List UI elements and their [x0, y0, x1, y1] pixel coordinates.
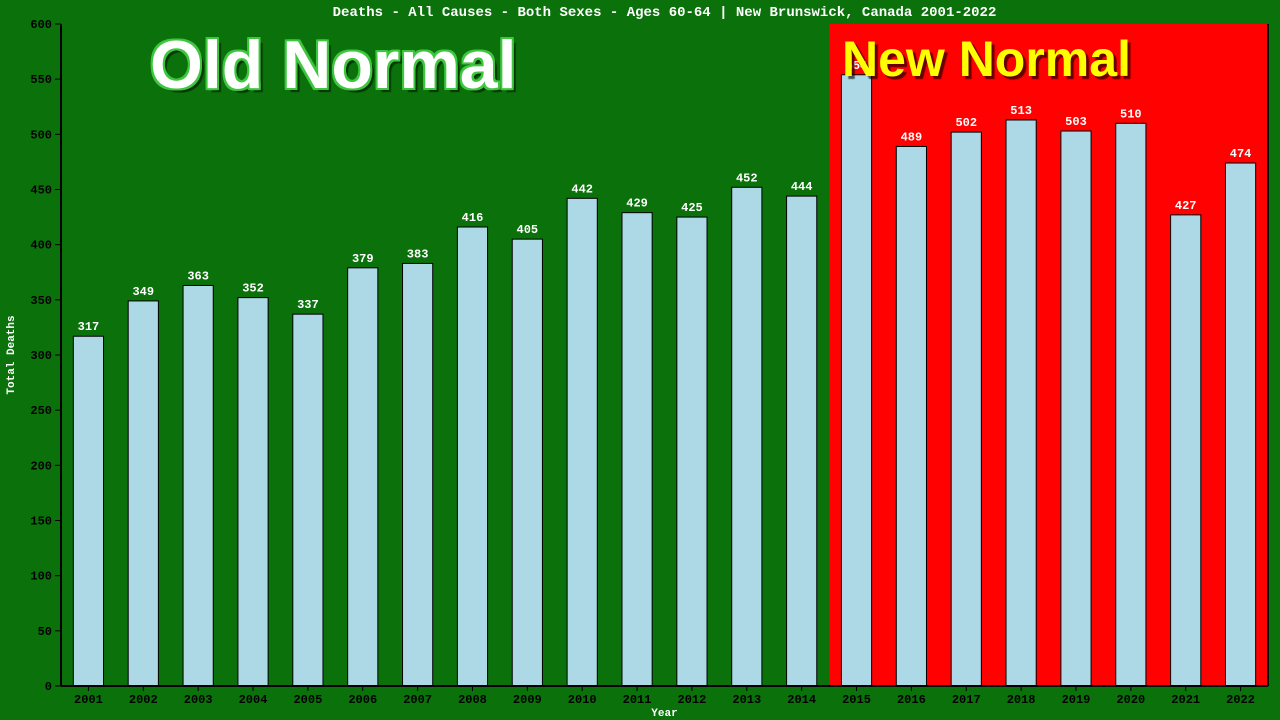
y-tick-label: 0 [45, 680, 52, 694]
bar-value-label: 474 [1230, 147, 1252, 161]
y-tick-label: 200 [30, 459, 52, 473]
bar-value-label: 429 [626, 197, 648, 211]
x-tick-label: 2013 [732, 693, 761, 707]
y-tick-label: 150 [30, 515, 52, 529]
bar [512, 239, 542, 686]
deaths-bar-chart: 0 50 100 150 200 250 300 350 400 450 500 550 600 317 2… [0, 0, 1280, 720]
bar [951, 132, 981, 686]
bar [1006, 120, 1036, 686]
y-tick-label: 300 [30, 349, 52, 363]
bar-value-label: 510 [1120, 107, 1142, 121]
bar [622, 213, 652, 686]
y-tick-label: 250 [30, 404, 52, 418]
x-tick-label: 2016 [897, 693, 926, 707]
bar [183, 285, 213, 686]
x-tick-label: 2003 [184, 693, 213, 707]
bar-value-label: 513 [1010, 104, 1032, 118]
x-tick-label: 2005 [293, 693, 322, 707]
bar-value-label: 352 [242, 282, 264, 296]
x-tick-label: 2002 [129, 693, 158, 707]
chart-container: 0 50 100 150 200 250 300 350 400 450 500 550 600 317 2… [0, 0, 1280, 720]
x-tick-label: 2001 [74, 693, 103, 707]
y-axis-label: Total Deaths [6, 315, 18, 394]
bar-value-label: 349 [132, 285, 154, 299]
bar-value-label: 442 [571, 182, 593, 196]
x-tick-label: 2010 [568, 693, 597, 707]
bar-value-label: 363 [187, 269, 209, 283]
x-tick-label: 2006 [348, 693, 377, 707]
bar [457, 227, 487, 686]
bar-value-label: 337 [297, 298, 319, 312]
bar [1116, 123, 1146, 686]
chart-title: Deaths - All Causes - Both Sexes - Ages … [333, 5, 997, 21]
bar [1171, 215, 1201, 686]
x-tick-label: 2018 [1007, 693, 1036, 707]
bar [1061, 131, 1091, 686]
bar [787, 196, 817, 686]
x-tick-label: 2017 [952, 693, 981, 707]
x-tick-label: 2014 [787, 693, 816, 707]
y-tick-label: 350 [30, 294, 52, 308]
y-tick-label: 500 [30, 128, 52, 142]
bar-value-label: 554 [846, 59, 868, 73]
x-tick-label: 2004 [239, 693, 268, 707]
x-tick-label: 2015 [842, 693, 871, 707]
y-tick-label: 550 [30, 73, 52, 87]
plot-bg-left [61, 24, 829, 686]
bar-value-label: 416 [462, 211, 484, 225]
x-tick-label: 2008 [458, 693, 487, 707]
x-axis-label: Year [651, 708, 677, 720]
y-tick-label: 50 [38, 625, 52, 639]
bar-value-label: 502 [955, 116, 977, 130]
bar-value-label: 383 [407, 247, 429, 261]
bar [677, 217, 707, 686]
bar [73, 336, 103, 686]
plot-bg-right [829, 24, 1268, 686]
x-tick-label: 2012 [678, 693, 707, 707]
y-tick-label: 600 [30, 18, 52, 32]
bar [1225, 163, 1255, 686]
bar [238, 298, 268, 686]
bar-value-label: 405 [517, 223, 539, 237]
bar [403, 263, 433, 686]
bar [128, 301, 158, 686]
bar-value-label: 489 [901, 130, 923, 144]
bar [732, 187, 762, 686]
bar [348, 268, 378, 686]
y-tick-label: 400 [30, 239, 52, 253]
bar [841, 75, 871, 686]
bar-value-label: 452 [736, 171, 758, 185]
x-tick-label: 2020 [1116, 693, 1145, 707]
x-tick-label: 2022 [1226, 693, 1255, 707]
bar-value-label: 427 [1175, 199, 1197, 213]
bar [293, 314, 323, 686]
x-tick-label: 2011 [623, 693, 652, 707]
bar-value-label: 379 [352, 252, 374, 266]
bar [896, 146, 926, 686]
y-tick-label: 100 [30, 570, 52, 584]
x-tick-label: 2019 [1062, 693, 1091, 707]
bar [567, 198, 597, 686]
bar-value-label: 503 [1065, 115, 1087, 129]
y-tick-label: 450 [30, 184, 52, 198]
x-tick-label: 2007 [403, 693, 432, 707]
bar-value-label: 317 [78, 320, 100, 334]
x-tick-label: 2021 [1171, 693, 1200, 707]
bar-value-label: 444 [791, 180, 813, 194]
bar-value-label: 425 [681, 201, 703, 215]
x-tick-label: 2009 [513, 693, 542, 707]
